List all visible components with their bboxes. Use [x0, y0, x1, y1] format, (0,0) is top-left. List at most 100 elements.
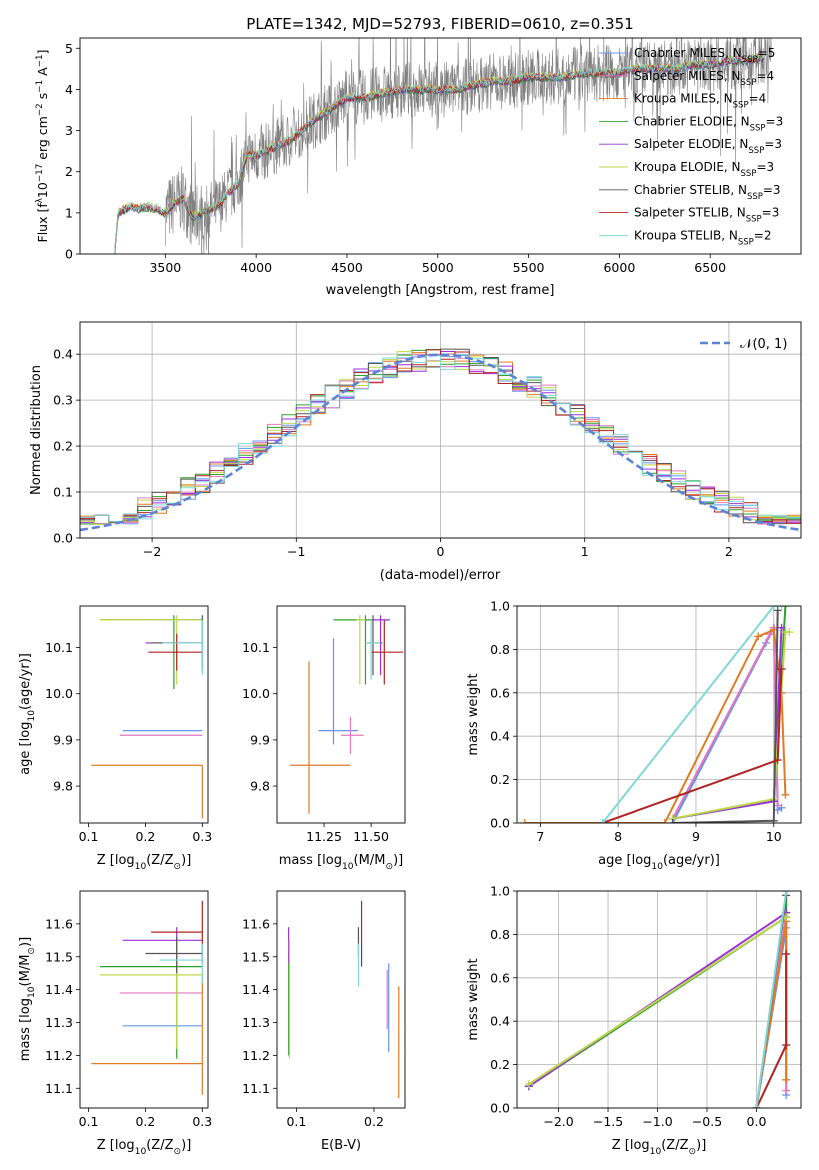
- tick-label: 0.3: [192, 1114, 212, 1129]
- legend-entry: Kroupa STELIB, NSSP=2: [634, 228, 772, 247]
- legend-entry: Salpeter MILES, NSSP=4: [634, 69, 774, 88]
- tick-label: 4000: [240, 260, 272, 275]
- tick-label: 2: [65, 164, 73, 179]
- axes-frame: [516, 890, 802, 1109]
- legend-entry: Salpeter ELODIE, NSSP=3: [634, 137, 782, 156]
- tick-label: 0.4: [490, 729, 510, 744]
- tick-label: 0.2: [490, 772, 510, 787]
- tick-label: 6000: [603, 260, 635, 275]
- mass-weight-marker: [777, 606, 786, 610]
- age-vs-metallicity-panel: 0.1 0.2 0.3 9.8 9.9 10.0 10.1 Z [log10(Z/Z⊙)] ag…: [18, 605, 212, 872]
- mass-weight-marker: [782, 1086, 791, 1095]
- axes-frame: [79, 605, 209, 824]
- mass-weight-marker: [524, 1080, 533, 1089]
- tick-label: 11.3: [45, 1015, 73, 1030]
- tick-label: 3: [65, 123, 73, 138]
- tick-label: 11.4: [242, 982, 270, 997]
- histogram-step-line: [80, 354, 801, 522]
- mass-vs-metallicity-panel: 0.1 0.2 0.3 11.1 11.2 11.3 11.4 11.5 11.6 Z [log1…: [18, 890, 212, 1157]
- mass-weight-marker: [782, 1075, 791, 1084]
- spectrum-panel: 3500 4000 4500 5000 5500 6000 6500 0 1 2 3 4 5 Chabri…: [35, 37, 802, 298]
- legend-entry: 𝒩(0, 1): [740, 337, 787, 352]
- y-axis-label: mass weight: [466, 958, 481, 1040]
- tick-label: 0.2: [135, 829, 155, 844]
- tick-label: 11.6: [45, 916, 73, 931]
- tick-label: −1.0: [642, 1114, 672, 1129]
- mass-weight-marker: [777, 623, 786, 632]
- mass-weight-marker: [773, 606, 782, 615]
- tick-label: 11.5: [45, 949, 73, 964]
- x-axis-label: wavelength [Angstrom, rest frame]: [326, 283, 555, 298]
- mass-weight-marker: [598, 819, 607, 823]
- y-axis-label: mass weight: [466, 673, 481, 755]
- x-axis-label: Z [log10(Z/Z⊙)]: [97, 853, 192, 872]
- tick-label: 0.3: [53, 393, 73, 408]
- tick-label: 1: [581, 544, 589, 559]
- tick-label: 5000: [422, 260, 454, 275]
- x-axis-label: age [log10(age/yr)]: [598, 853, 720, 872]
- tick-label: 11.4: [45, 982, 73, 997]
- legend-entry: Chabrier MILES, NSSP=5: [634, 46, 775, 65]
- legend-entry: Kroupa ELODIE, NSSP=3: [634, 160, 774, 179]
- tick-label: −2: [143, 544, 161, 559]
- tick-label: 9.9: [53, 732, 73, 747]
- tick-label: 0.1: [286, 1114, 306, 1129]
- tick-label: 4500: [331, 260, 363, 275]
- tick-label: 0.8: [490, 642, 510, 657]
- normal-reference-curve: [80, 353, 801, 532]
- tick-label: 0.1: [79, 829, 99, 844]
- tick-label: 11.2: [45, 1048, 73, 1063]
- tick-label: 0.2: [490, 1057, 510, 1072]
- tick-label: 0.2: [135, 1114, 155, 1129]
- mass-weight-vs-metallicity-panel: −2.0 −1.5 −1.0 −0.5 0.0 0.0 0.2 0.4 0.6 0.8 1.0 Z […: [466, 884, 802, 1157]
- tick-label: 8: [614, 829, 622, 844]
- mass-weight-line: [524, 628, 787, 823]
- tick-label: 11.5: [242, 949, 270, 964]
- tick-label: 0.1: [53, 485, 73, 500]
- x-axis-label: (data-model)/error: [380, 568, 501, 583]
- y-axis-label: Normed distribution: [29, 365, 44, 495]
- mass-weight-marker: [769, 816, 778, 823]
- tick-label: 0: [437, 544, 445, 559]
- mass-weight-marker: [520, 819, 529, 823]
- model-spectrum-line: [114, 52, 765, 254]
- mass-weight-marker: [777, 664, 786, 673]
- tick-label: 11.2: [242, 1048, 270, 1063]
- tick-label: −2.0: [543, 1114, 573, 1129]
- tick-label: 9.9: [250, 732, 270, 747]
- tick-label: 9.8: [250, 779, 270, 794]
- tick-label: 9.8: [53, 779, 73, 794]
- axes-frame: [79, 890, 209, 1109]
- tick-label: 0.3: [192, 829, 212, 844]
- tick-label: 5500: [513, 260, 545, 275]
- mass-weight-line: [528, 916, 787, 1085]
- tick-label: 1.0: [490, 884, 510, 899]
- tick-label: 9: [692, 829, 700, 844]
- age-vs-mass-panel: 11.25 11.50 9.8 9.9 10.0 10.1 mass [log10(M/M⊙…: [242, 605, 406, 872]
- mass-weight-line: [755, 891, 788, 1108]
- axes-frame: [276, 890, 406, 1109]
- tick-label: 0.4: [53, 347, 73, 362]
- tick-label: 0.0: [490, 1101, 510, 1116]
- mass-weight-marker: [782, 891, 791, 895]
- legend-entry: Salpeter STELIB, NSSP=3: [634, 206, 779, 225]
- tick-label: 11.1: [45, 1081, 73, 1096]
- axes-frame: [79, 37, 802, 255]
- legend-entry: Chabrier STELIB, NSSP=3: [634, 183, 781, 202]
- mass-weight-marker: [782, 949, 791, 958]
- tick-label: 0.2: [364, 1114, 384, 1129]
- figure-title: PLATE=1342, MJD=52793, FIBERID=0610, z=0…: [246, 15, 633, 33]
- tick-label: 0.0: [490, 816, 510, 831]
- tick-label: 2: [725, 544, 733, 559]
- mass-weight-marker: [668, 819, 677, 823]
- mass-weight-marker: [769, 606, 778, 610]
- tick-label: 0.0: [747, 1114, 767, 1129]
- tick-label: 11.1: [242, 1081, 270, 1096]
- x-axis-label: Z [log10(Z/Z⊙)]: [612, 1138, 707, 1157]
- axes-frame: [79, 321, 802, 539]
- tick-label: 10.1: [242, 640, 270, 655]
- tick-label: 0.2: [53, 439, 73, 454]
- x-axis-label: mass [log10(M/M⊙)]: [279, 853, 403, 872]
- tick-label: 11.6: [242, 916, 270, 931]
